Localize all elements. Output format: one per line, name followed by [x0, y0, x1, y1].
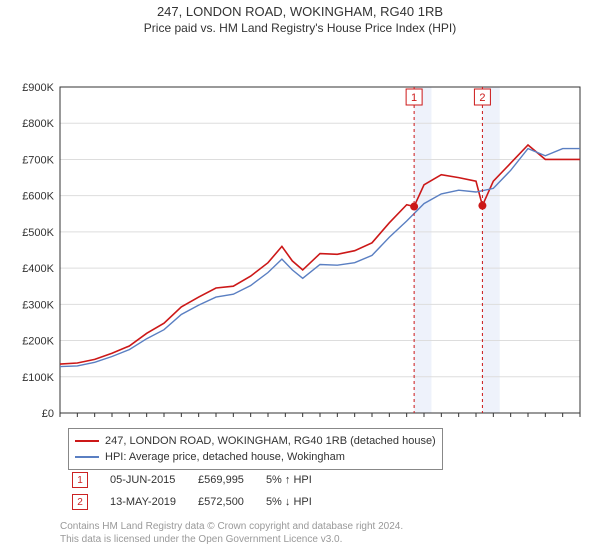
- legend-swatch-hpi: [75, 456, 99, 458]
- table-row: 2 13-MAY-2019 £572,500 5% ↓ HPI: [62, 492, 322, 512]
- title-subtitle: Price paid vs. HM Land Registry's House …: [0, 21, 600, 35]
- legend-label: 247, LONDON ROAD, WOKINGHAM, RG40 1RB (d…: [105, 433, 436, 449]
- license-line: Contains HM Land Registry data © Crown c…: [60, 520, 403, 533]
- sale-delta: 5% ↓ HPI: [256, 492, 322, 512]
- license-line: This data is licensed under the Open Gov…: [60, 533, 403, 546]
- svg-text:£900K: £900K: [22, 82, 54, 94]
- price-chart: £0 £100K £200K £300K £400K £500K £600K £700K £80…: [0, 39, 600, 424]
- svg-text:£300K: £300K: [22, 299, 54, 311]
- sale-date: 05-JUN-2015: [100, 470, 186, 490]
- svg-text:£100K: £100K: [22, 372, 54, 384]
- svg-text:£600K: £600K: [22, 191, 54, 203]
- legend-swatch-price-paid: [75, 440, 99, 442]
- table-row: 1 05-JUN-2015 £569,995 5% ↑ HPI: [62, 470, 322, 490]
- legend: 247, LONDON ROAD, WOKINGHAM, RG40 1RB (d…: [68, 428, 443, 470]
- svg-text:1: 1: [411, 92, 417, 104]
- license-text: Contains HM Land Registry data © Crown c…: [60, 520, 403, 546]
- sale-marker-1-icon: 1: [72, 472, 88, 488]
- svg-text:£0: £0: [42, 408, 54, 419]
- sale-marker-2-icon: 2: [72, 494, 88, 510]
- sale-price: £572,500: [188, 492, 254, 512]
- svg-text:£500K: £500K: [22, 227, 54, 239]
- svg-text:£800K: £800K: [22, 118, 54, 130]
- legend-item-price-paid: 247, LONDON ROAD, WOKINGHAM, RG40 1RB (d…: [75, 433, 436, 449]
- svg-text:2: 2: [479, 92, 485, 104]
- sale-delta: 5% ↑ HPI: [256, 470, 322, 490]
- sales-table: 1 05-JUN-2015 £569,995 5% ↑ HPI 2 13-MAY…: [60, 468, 324, 514]
- sale-price: £569,995: [188, 470, 254, 490]
- svg-text:£700K: £700K: [22, 154, 54, 166]
- svg-text:£400K: £400K: [22, 263, 54, 275]
- legend-item-hpi: HPI: Average price, detached house, Woki…: [75, 449, 436, 465]
- svg-text:£200K: £200K: [22, 336, 54, 348]
- title-address: 247, LONDON ROAD, WOKINGHAM, RG40 1RB: [0, 4, 600, 19]
- sale-date: 13-MAY-2019: [100, 492, 186, 512]
- legend-label: HPI: Average price, detached house, Woki…: [105, 449, 345, 465]
